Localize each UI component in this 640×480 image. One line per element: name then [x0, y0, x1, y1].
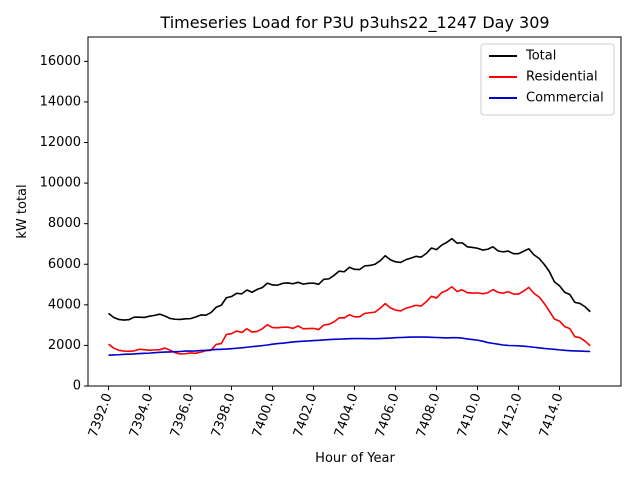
y-tick-label: 6000	[48, 257, 81, 272]
y-tick-label: 10000	[40, 176, 81, 191]
x-axis-title: Hour of Year	[315, 451, 395, 466]
x-tick-label: 7404.0	[332, 391, 362, 439]
x-tick-label: 7402.0	[291, 391, 321, 439]
x-tick-label: 7414.0	[537, 391, 567, 439]
series-line-residential	[108, 285, 591, 355]
series-lines	[108, 237, 591, 356]
legend-label-commercial: Commercial	[526, 91, 604, 106]
y-axis-title: kW total	[15, 184, 30, 238]
y-tick-label: 8000	[48, 216, 81, 231]
legend: Total Residential Commercial	[480, 43, 615, 116]
x-tick-label: 7396.0	[168, 391, 198, 439]
y-tick-label: 16000	[40, 54, 81, 69]
y-axis: 0 2000 4000 6000 8000 10000 12000 14000 16000	[40, 54, 88, 394]
x-tick-label: 7410.0	[455, 391, 485, 439]
series-line-total	[108, 237, 591, 321]
x-tick-label: 7412.0	[496, 391, 526, 439]
y-tick-label: 4000	[48, 297, 81, 312]
x-axis: 7392.0 7394.0 7396.0 7398.0 7400.0 7402.0 7404…	[86, 386, 567, 439]
y-tick-label: 2000	[48, 338, 81, 353]
y-tick-label: 14000	[40, 94, 81, 109]
y-tick-label: 12000	[40, 135, 81, 150]
x-tick-label: 7408.0	[414, 391, 444, 439]
legend-label-total: Total	[525, 49, 556, 64]
x-tick-label: 7400.0	[250, 391, 280, 439]
x-tick-label: 7394.0	[127, 391, 157, 439]
y-tick-label: 0	[73, 379, 81, 394]
chart-title: Timeseries Load for P3U p3uhs22_1247 Day…	[159, 13, 549, 33]
legend-label-residential: Residential	[526, 70, 598, 85]
series-line-commercial	[108, 336, 591, 356]
x-tick-label: 7398.0	[209, 391, 239, 439]
x-tick-label: 7392.0	[86, 391, 116, 439]
x-tick-label: 7406.0	[373, 391, 403, 439]
